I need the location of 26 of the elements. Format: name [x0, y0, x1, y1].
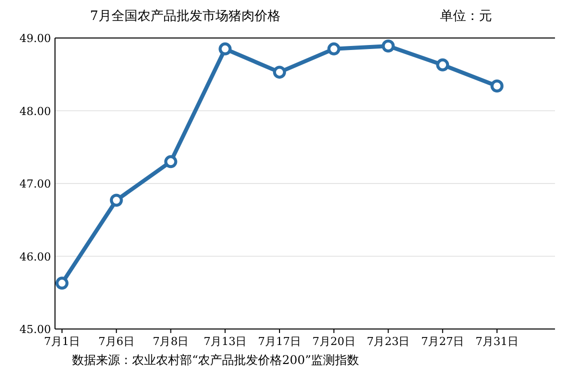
- point: [56, 276, 68, 290]
- x-tick-label: 7月6日: [98, 335, 134, 348]
- x-tick-label: 7月13日: [204, 335, 247, 348]
- x-tick-label: 7月1日: [44, 335, 80, 348]
- y-tick-label: 45.00: [20, 323, 51, 336]
- x-tick-label: 7月31日: [476, 335, 518, 348]
- source-note: 数据来源：农业农村部“农产品批发价格200”监测指数: [72, 353, 360, 367]
- point: [436, 58, 450, 72]
- y-tick-label: 47.00: [20, 178, 51, 190]
- y-tick-label: 46.00: [20, 250, 51, 264]
- y-tick-label: 49.00: [20, 32, 51, 45]
- x-tick-label: 7月20日: [312, 335, 356, 348]
- point: [382, 40, 395, 53]
- y-tick-label: 48.00: [20, 104, 51, 118]
- x-tick-label: 7月8日: [152, 335, 189, 348]
- point: [164, 155, 178, 168]
- point: [327, 42, 340, 56]
- point: [218, 42, 232, 56]
- chart-title: 7月全国农产品批发市场猪肉价格: [90, 9, 280, 24]
- x-tick-label: 7月23日: [366, 335, 410, 348]
- x-tick-label: 7月27日: [421, 335, 464, 348]
- point: [490, 80, 504, 93]
- point: [110, 194, 123, 207]
- point: [273, 66, 286, 79]
- y-axis-title: 单位：元: [440, 9, 492, 24]
- x-tick-label: 7月17日: [258, 335, 301, 348]
